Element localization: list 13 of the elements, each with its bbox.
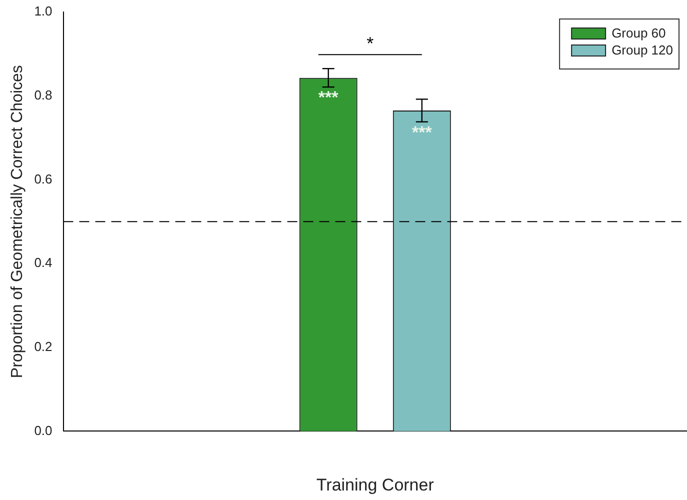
legend-label: Group 60 — [612, 26, 666, 41]
y-axis-title: Proportion of Geometrically Correct Choices — [9, 65, 26, 378]
y-tick-label: 0.2 — [34, 338, 52, 354]
annotation: * — [366, 34, 374, 54]
y-tick-label: 0.4 — [34, 255, 52, 270]
y-tick-label: 0.8 — [34, 87, 52, 102]
data-label: *** — [412, 123, 432, 142]
x-axis-title: Training Corner — [316, 475, 434, 494]
legend-label: Group 120 — [612, 42, 674, 58]
y-tick-label: 1.0 — [34, 4, 52, 19]
y-tick-label: 0.0 — [34, 422, 52, 438]
y-tick-label: 0.6 — [34, 171, 52, 186]
data-label: *** — [318, 88, 339, 108]
